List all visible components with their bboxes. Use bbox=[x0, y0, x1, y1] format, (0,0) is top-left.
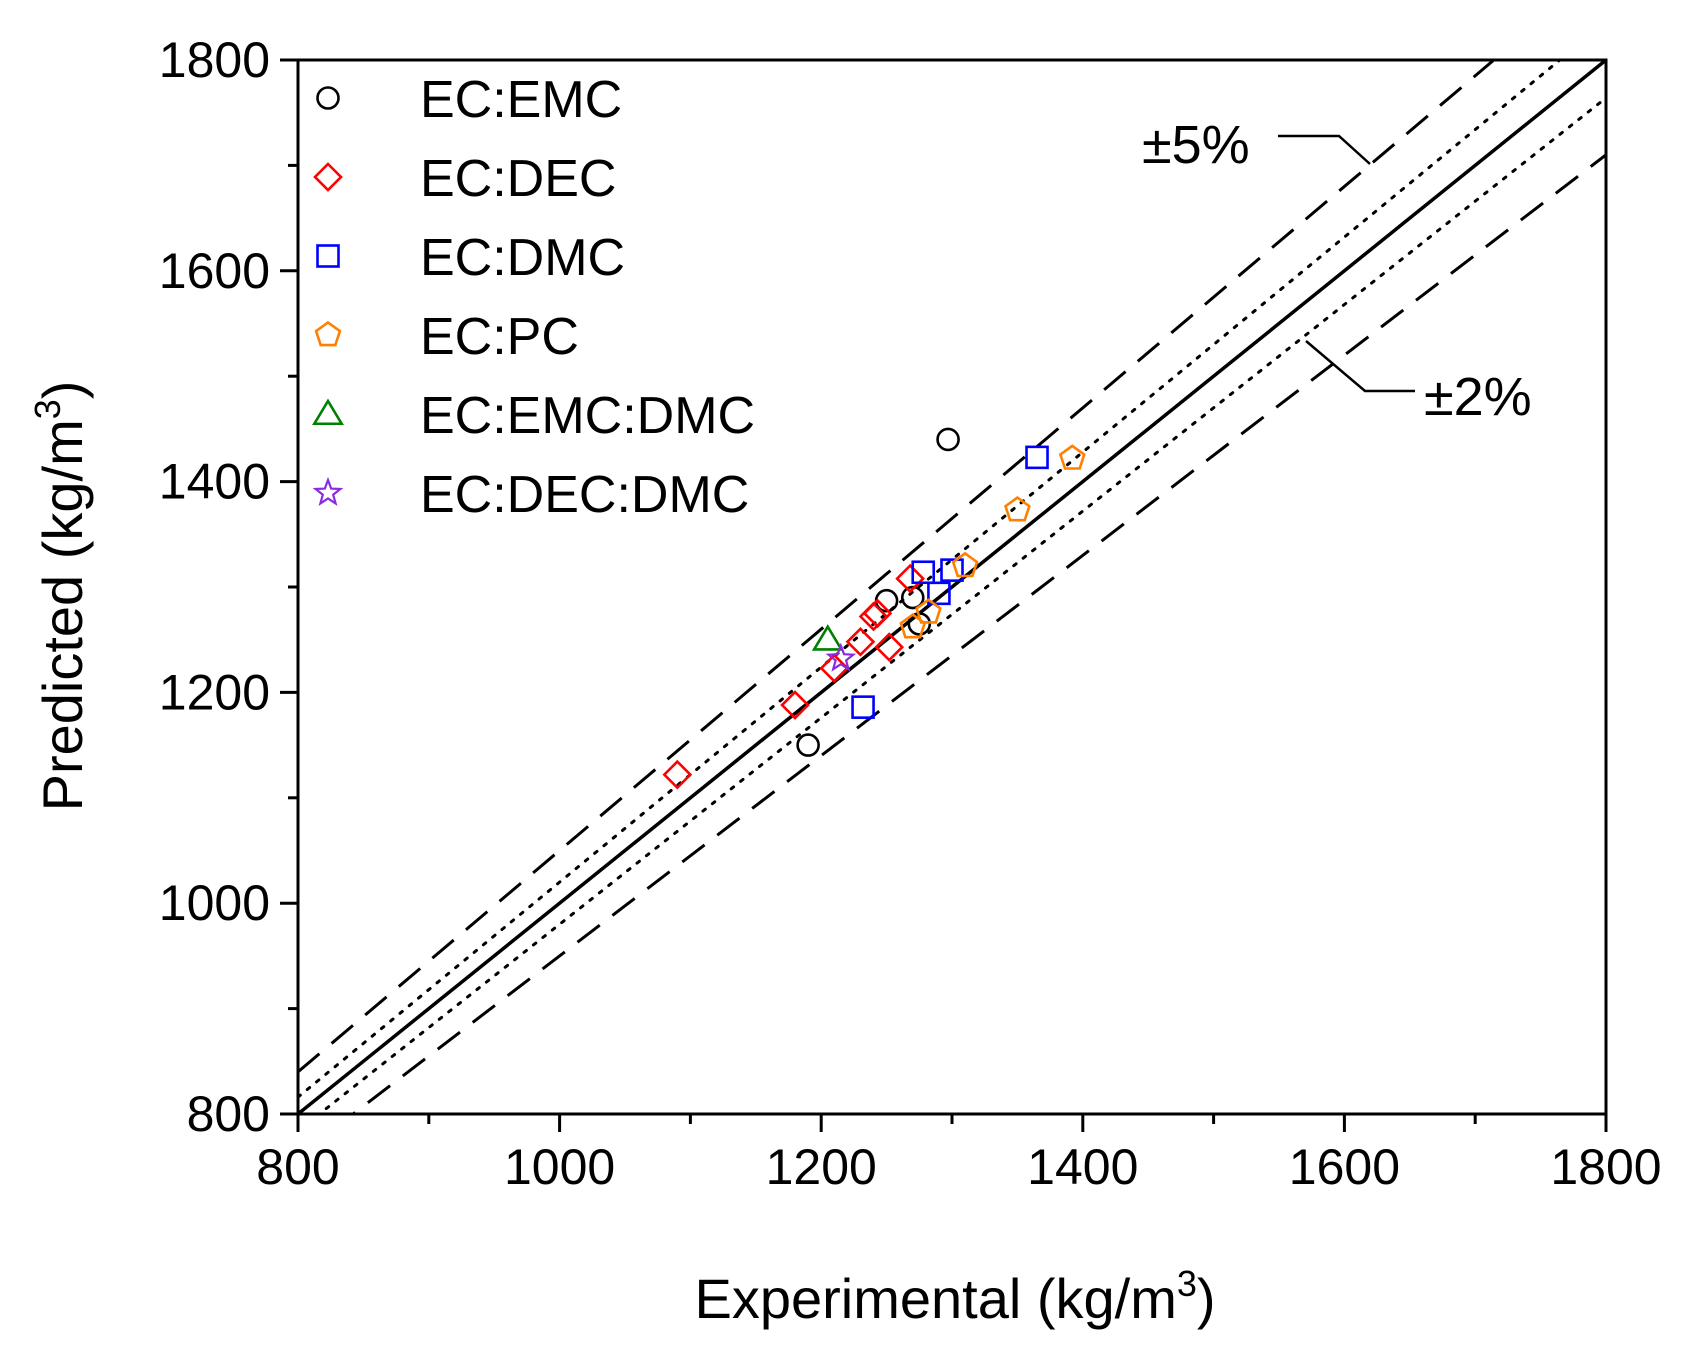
band-label-5pct: ±5% bbox=[1142, 115, 1250, 175]
y-tick-label: 1400 bbox=[159, 454, 270, 510]
reference-line-solid-0 bbox=[298, 60, 1606, 1114]
data-point bbox=[662, 759, 693, 790]
band-2pct-leader bbox=[1305, 340, 1415, 393]
data-point bbox=[940, 558, 964, 582]
x-tick-label: 1400 bbox=[1027, 1139, 1138, 1195]
legend-marker bbox=[313, 162, 343, 192]
legend-marker bbox=[316, 86, 340, 110]
data-point bbox=[927, 581, 951, 606]
legend-marker bbox=[312, 398, 344, 426]
data-point bbox=[845, 626, 876, 657]
legend-label: EC:EMC bbox=[420, 71, 622, 129]
legend-label: EC:DEC:DMC bbox=[420, 466, 749, 524]
series-ec-dec bbox=[662, 563, 925, 790]
reference-line-dotted-2 bbox=[316, 96, 1606, 1114]
legend-label: EC:PC bbox=[420, 308, 579, 366]
data-point bbox=[811, 624, 844, 651]
x-tick-label: 1600 bbox=[1289, 1139, 1400, 1195]
series-ec-dec-dmc bbox=[825, 642, 857, 672]
data-point bbox=[936, 427, 960, 452]
data-point bbox=[780, 690, 810, 720]
data-point bbox=[1003, 495, 1031, 522]
legend-label: EC:EMC:DMC bbox=[420, 387, 755, 445]
reference-line-dashed-4 bbox=[350, 153, 1606, 1114]
data-point bbox=[911, 560, 936, 585]
data-point bbox=[1058, 444, 1086, 470]
legend-marker bbox=[314, 320, 342, 347]
legend-marker bbox=[312, 476, 344, 507]
y-axis-title: Predicted (kg/m3) bbox=[27, 381, 94, 812]
y-tick-label: 800 bbox=[187, 1086, 270, 1142]
x-tick-label: 800 bbox=[256, 1139, 339, 1195]
legend: EC:EMC EC:DEC EC:DMC EC:PC EC:EMC:DMC EC:DEC:… bbox=[312, 71, 755, 524]
data-point bbox=[825, 642, 857, 672]
data-point bbox=[900, 585, 925, 610]
data-point bbox=[915, 598, 942, 624]
band-label-2pct: ±2% bbox=[1424, 367, 1532, 427]
series-ec-dmc bbox=[851, 445, 1049, 719]
series-ec-pc bbox=[899, 444, 1086, 639]
data-point bbox=[862, 598, 893, 629]
x-tick-label: 1800 bbox=[1550, 1139, 1661, 1195]
legend-label: EC:DMC bbox=[420, 229, 625, 287]
y-tick-label: 1800 bbox=[159, 32, 270, 88]
data-point bbox=[1025, 445, 1049, 470]
y-tick-label: 1000 bbox=[159, 875, 270, 931]
y-tick-label: 1600 bbox=[159, 243, 270, 299]
reference-line-dashed-3 bbox=[298, 60, 1497, 1073]
x-axis-title: Experimental (kg/m3) bbox=[694, 1263, 1215, 1330]
y-tick-label: 1200 bbox=[159, 664, 270, 720]
reference-lines bbox=[298, 60, 1606, 1114]
data-point bbox=[895, 563, 925, 594]
series-ec-emc-dmc bbox=[811, 624, 844, 651]
data-point bbox=[951, 551, 979, 578]
band-5pct-leader bbox=[1278, 134, 1371, 165]
data-point bbox=[874, 632, 905, 662]
data-point bbox=[819, 653, 850, 683]
series-ec-emc bbox=[796, 427, 960, 757]
x-tick-label: 1200 bbox=[766, 1139, 877, 1195]
data-point bbox=[796, 733, 820, 757]
data-point bbox=[851, 695, 875, 719]
x-tick-label: 1000 bbox=[504, 1139, 615, 1195]
legend-label: EC:DEC bbox=[420, 150, 616, 208]
legend-marker bbox=[316, 244, 340, 268]
